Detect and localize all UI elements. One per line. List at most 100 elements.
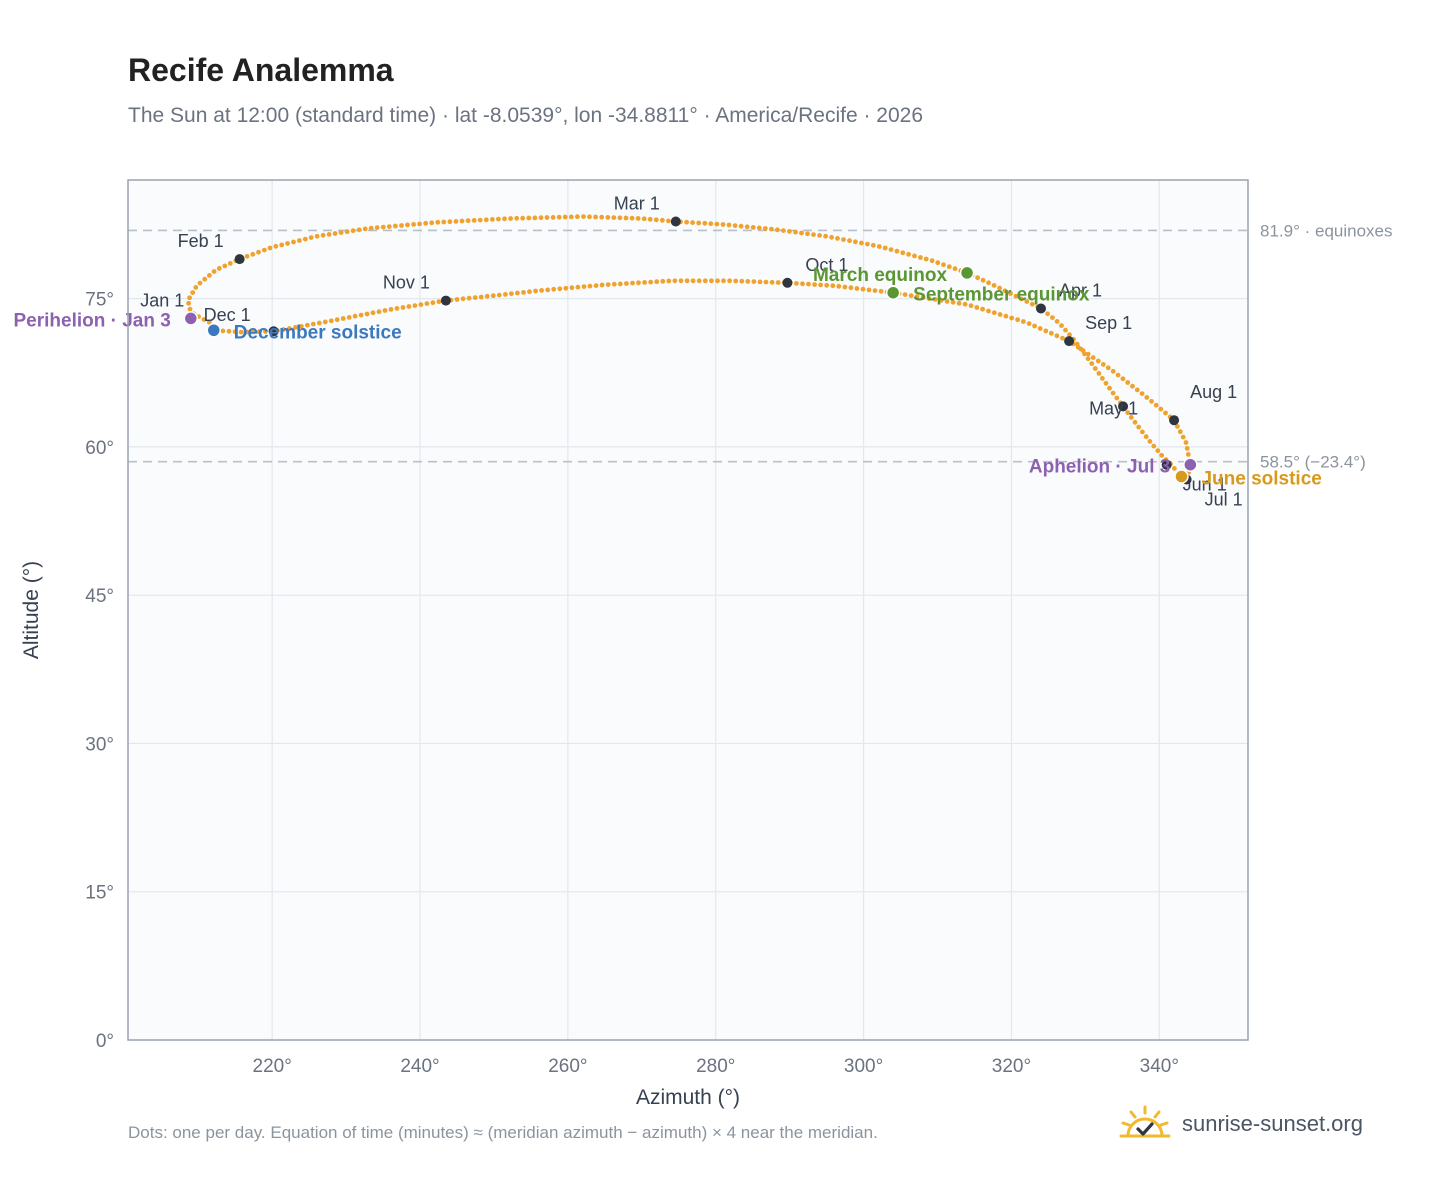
plot-frame [127,179,1249,1041]
daily-sun-dot [581,214,586,220]
x-tick-label: 260° [548,1056,587,1077]
x-tick-label: 220° [253,1056,292,1077]
daily-sun-dot [865,241,870,247]
daily-sun-dot [745,279,751,284]
daily-sun-dot [334,317,340,323]
daily-sun-dot [400,305,406,310]
daily-sun-dot [648,279,654,285]
daily-sun-dot [660,278,666,284]
daily-sun-dot [308,235,314,241]
daily-sun-dot [806,281,811,287]
daily-sun-dot [417,221,422,227]
daily-sun-dot [1185,452,1191,457]
daily-sun-dot [1158,406,1164,412]
daily-sun-dot [232,329,238,335]
daily-sun-dot [1032,323,1037,329]
x-tick-label: 320° [992,1056,1031,1077]
daily-sun-dot [394,306,400,311]
daily-sun-dot [823,233,828,239]
daily-sun-dot [1059,323,1064,328]
daily-sun-dot [453,219,459,224]
daily-sun-dot [197,280,203,286]
month-label: Mar 1 [614,194,660,214]
daily-sun-dot [1180,434,1186,440]
daily-sun-dot [1155,448,1161,454]
daily-sun-dot [370,310,376,316]
daily-sun-dot [496,292,502,298]
daily-sun-dot [962,301,968,307]
month-label: Sep 1 [1085,313,1132,333]
daily-sun-dot [642,280,647,285]
month-label: May 1 [1089,398,1138,418]
daily-sun-dot [702,278,708,284]
daily-sun-dot [818,282,823,288]
month-label: Nov 1 [383,273,430,293]
month-marker [268,326,279,337]
daily-sun-dot [587,214,592,220]
daily-sun-dot [1100,362,1106,367]
daily-sun-dot [684,278,690,284]
reference-lines: 81.9° · equinoxes 58.5° (−23.4°) [128,221,1393,472]
daily-sun-dot [206,319,212,325]
daily-sun-dot [787,229,792,234]
daily-sun-dot [388,307,394,312]
daily-sun-dot [472,295,478,300]
daily-sun-dot [744,224,750,230]
daily-sun-dot [261,247,267,253]
daily-sun-dot [1085,356,1091,362]
daily-sun-dot [986,308,991,314]
daily-sun-dot [762,226,768,231]
daily-sun-dot [503,292,508,297]
month-marker [1169,415,1180,426]
daily-sun-dot [447,219,453,225]
daily-sun-dot [727,278,732,284]
daily-sun-dot [490,217,495,222]
daily-sun-dot [956,300,962,306]
daily-sun-dot [635,216,641,221]
daily-sun-dot [617,215,623,221]
daily-sun-dot [521,290,526,295]
daily-sun-dot [211,269,217,274]
daily-sun-dot [918,255,923,260]
brand-name[interactable]: sunrise-sunset.org [1182,1111,1363,1136]
month-label: Dec 1 [204,305,251,325]
brand[interactable]: sunrise-sunset.org [1118,1102,1363,1146]
daily-sun-dot [617,281,623,287]
daily-sun-dot [1043,328,1049,334]
daily-sun-dot [1075,344,1081,350]
daily-sun-dot [418,302,424,307]
daily-sun-dot [314,233,320,239]
daily-sun-dot [870,242,876,248]
daily-sun-dot [478,294,484,300]
daily-sun-dot [799,230,804,236]
daily-sun-dot [876,244,882,249]
daily-sun-dot [1063,327,1068,333]
daily-sun-dot [902,292,908,297]
daily-sun-dot [914,294,920,299]
y-axis-label: Altitude (°) [20,561,43,659]
daily-sun-dot [908,293,914,298]
daily-sun-dot [302,236,308,242]
daily-sun-dot [539,288,544,293]
daily-sun-dot [888,247,894,253]
daily-sun-dot [666,218,671,224]
daily-sun-dot [732,223,738,229]
daily-sun-dot [1009,315,1015,321]
daily-sun-dot [202,276,208,282]
daily-sun-dot [800,281,805,287]
daily-sun-dot [352,313,358,319]
daily-sun-dot [405,222,410,228]
daily-sun-dot [297,238,302,243]
y-tick-label: 45° [85,586,114,607]
month-label: Jun 1 [1183,475,1227,495]
month-marker [1161,459,1172,470]
daily-sun-dot [471,218,477,223]
daily-sun-dot [1136,424,1142,430]
daily-sun-dot [980,306,985,312]
daily-sun-dot [714,221,720,227]
daily-sun-dot [653,217,659,223]
daily-sun-dot [611,215,617,221]
daily-sun-dot [859,240,864,246]
